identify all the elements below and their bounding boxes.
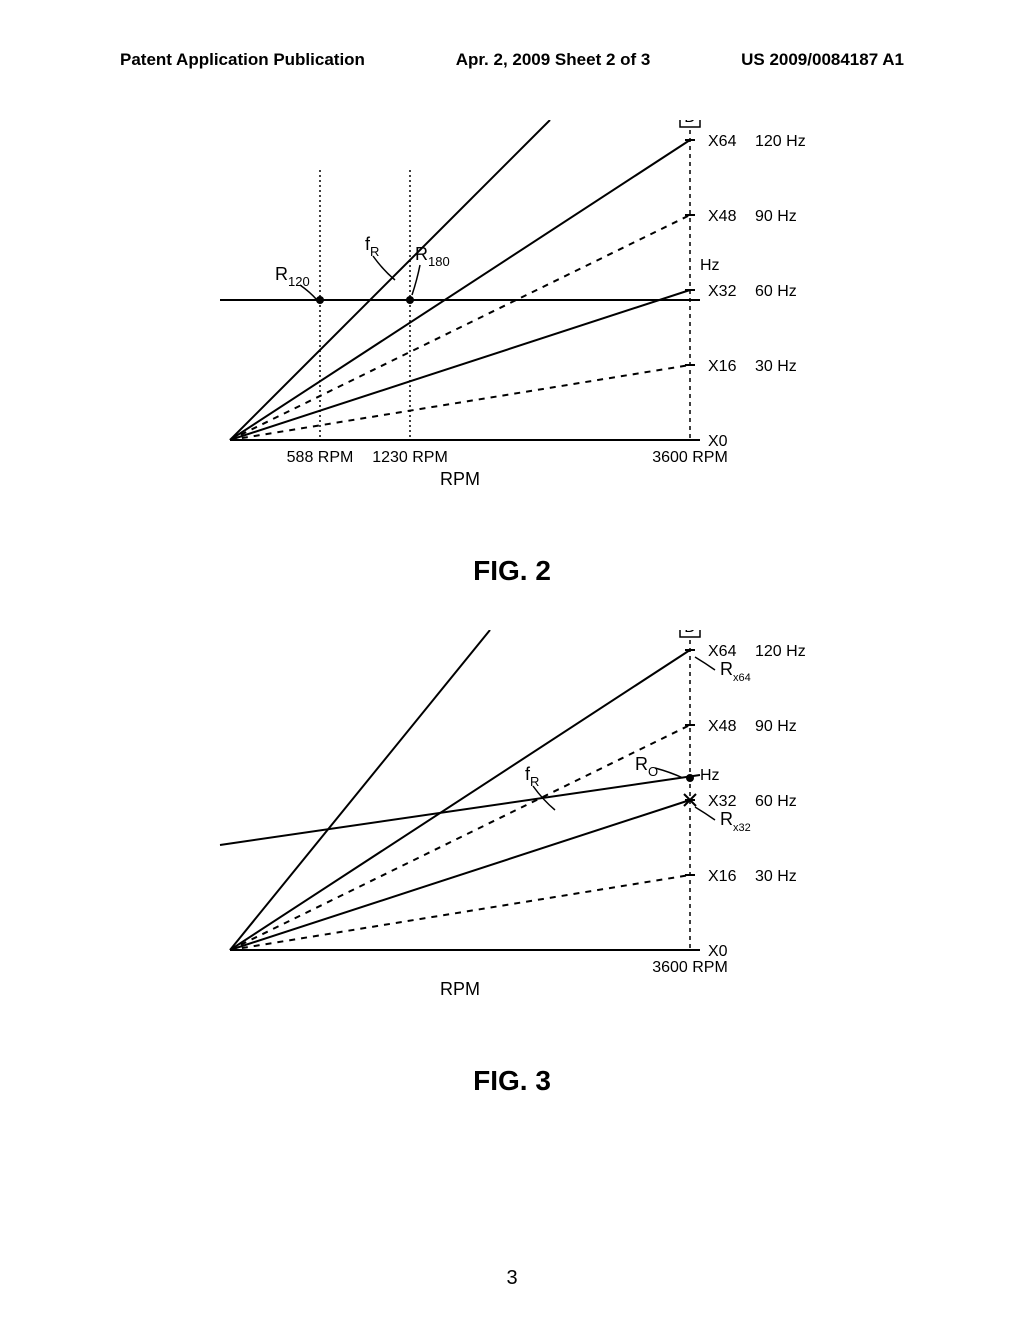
svg-text:X64: X64 (708, 133, 737, 150)
svg-text:120 Hz: 120 Hz (755, 133, 806, 150)
svg-text:30 Hz: 30 Hz (755, 358, 797, 375)
svg-text:30 Hz: 30 Hz (755, 868, 797, 885)
svg-text:X0: X0 (708, 943, 728, 960)
svg-text:90 Hz: 90 Hz (755, 208, 797, 225)
svg-text:RO: RO (635, 754, 658, 779)
page-header: Patent Application Publication Apr. 2, 2… (0, 50, 1024, 70)
svg-text:X48: X48 (708, 718, 737, 735)
fig2-svg: X64 120 Hz X48 90 Hz X32 60 Hz X16 30 Hz X0 D Hz 58… (130, 120, 890, 540)
svg-text:3600 RPM: 3600 RPM (652, 449, 728, 466)
svg-text:X48: X48 (708, 208, 737, 225)
svg-text:D: D (684, 120, 696, 126)
svg-text:X16: X16 (708, 868, 737, 885)
header-center: Apr. 2, 2009 Sheet 2 of 3 (456, 50, 651, 70)
svg-text:Hz: Hz (700, 257, 720, 274)
svg-text:60 Hz: 60 Hz (755, 793, 797, 810)
svg-text:X64: X64 (708, 643, 737, 660)
svg-text:RPM: RPM (440, 979, 480, 999)
svg-text:X16: X16 (708, 358, 737, 375)
header-right: US 2009/0084187 A1 (741, 50, 904, 70)
fig3-chart: X64 120 Hz X48 90 Hz X32 60 Hz X16 30 Hz X0 D Hz fR… (130, 630, 890, 1050)
page-number: 3 (0, 1267, 1024, 1290)
fig2-chart: X64 120 Hz X48 90 Hz X32 60 Hz X16 30 Hz X0 D Hz 58… (130, 120, 890, 540)
svg-text:1230 RPM: 1230 RPM (372, 449, 448, 466)
svg-text:fR: fR (525, 764, 539, 789)
svg-text:fR: fR (365, 234, 379, 259)
svg-text:120 Hz: 120 Hz (755, 643, 806, 660)
svg-text:X0: X0 (708, 433, 728, 450)
fig3-svg: X64 120 Hz X48 90 Hz X32 60 Hz X16 30 Hz X0 D Hz fR… (130, 630, 890, 1050)
svg-text:RPM: RPM (440, 469, 480, 489)
svg-text:90 Hz: 90 Hz (755, 718, 797, 735)
svg-text:Rx32: Rx32 (720, 809, 751, 834)
svg-text:X32: X32 (708, 793, 737, 810)
header-left: Patent Application Publication (120, 50, 365, 70)
fig3-caption: FIG. 3 (0, 1065, 1024, 1097)
fig2-caption: FIG. 2 (0, 555, 1024, 587)
svg-text:Hz: Hz (700, 767, 720, 784)
svg-text:X32: X32 (708, 283, 737, 300)
svg-text:R120: R120 (275, 264, 310, 289)
svg-text:D: D (684, 630, 696, 636)
svg-text:3600 RPM: 3600 RPM (652, 959, 728, 976)
svg-text:60 Hz: 60 Hz (755, 283, 797, 300)
svg-text:588 RPM: 588 RPM (287, 449, 354, 466)
svg-text:Rx64: Rx64 (720, 659, 751, 684)
